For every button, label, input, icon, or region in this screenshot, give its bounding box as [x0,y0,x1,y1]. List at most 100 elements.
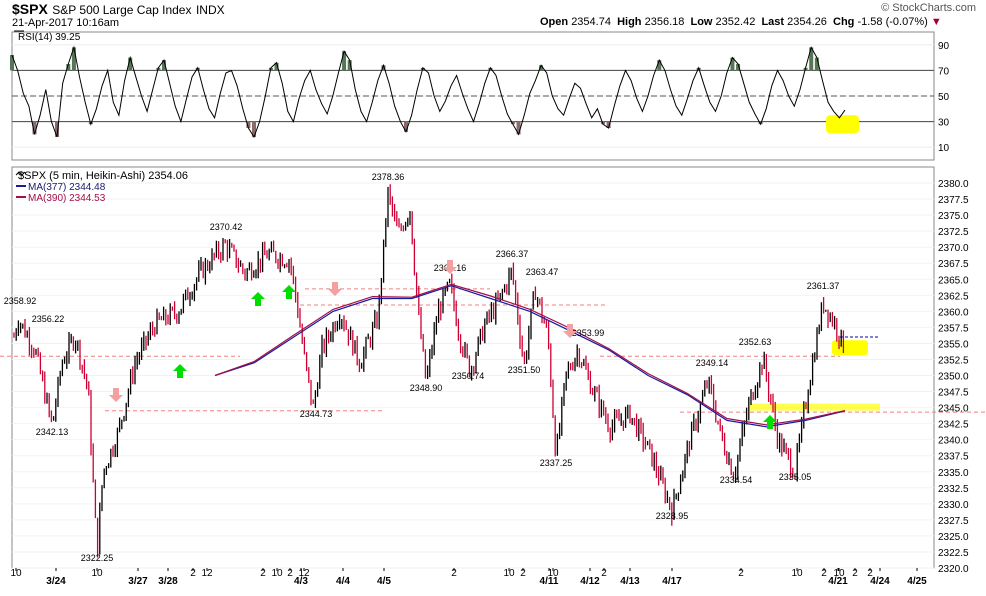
price-annotation: 2342.13 [36,427,69,437]
price-tick-label: 2332.5 [938,484,969,495]
x-hour-label: 12 [298,568,310,579]
price-annotation: 2361.37 [807,281,840,291]
price-tick-label: 2350.0 [938,372,969,383]
low-label: Low [690,16,713,28]
price-tick-label: 2377.5 [938,195,969,206]
price-tick-label: 2320.0 [938,564,969,575]
price-annotation: 2349.14 [696,358,729,368]
price-annotation: 2322.25 [81,553,114,563]
x-date-label: 3/27 [128,576,148,587]
price-annotation: 2344.73 [300,409,333,419]
stockcharts-logo: © StockCharts.com [881,2,976,14]
price-tick-label: 2322.5 [938,548,969,559]
open-value: 2354.74 [571,16,611,28]
price-tick-label: 2342.5 [938,420,969,431]
rsi-tick-label: 10 [938,143,950,154]
x-hour-label: 2 [451,568,457,579]
high-value: 2356.18 [644,16,685,28]
price-annotation: 2370.42 [210,222,243,232]
rsi-tick-label: 90 [938,41,950,52]
ma390-line [214,283,846,426]
price-annotation: 2353.99 [572,328,605,338]
up-arrow-icon [173,364,187,378]
ma390-legend: MA(390) 2344.53 [28,193,106,204]
price-panel [11,166,935,569]
symbol: $SPX [12,1,48,17]
price-annotation: 2366.37 [496,249,529,259]
x-date-label: 4/3 [294,576,308,587]
price-tick-label: 2375.0 [938,211,969,222]
x-hour-label: 2 [520,568,526,579]
up-arrow-icon [282,285,296,299]
x-hour-label: 2 [867,568,873,579]
price-tick-label: 2345.0 [938,404,969,415]
x-hour-label: 2 [601,568,607,579]
down-arrow-icon [328,282,342,296]
price-tick-label: 2355.0 [938,339,969,350]
x-hour-label: 2 [852,568,858,579]
x-date-label: 4/13 [620,576,640,587]
price-tick-label: 2340.0 [938,436,969,447]
price-tick-label: 2365.0 [938,275,969,286]
price-tick-label: 2330.0 [938,500,969,511]
rsi-tick-label: 50 [938,92,950,103]
last-label: Last [761,16,785,28]
x-hour-label: 12 [201,568,213,579]
x-hour-label: 10 [503,568,515,579]
x-hour-label: 10 [547,568,559,579]
x-date-label: 4/11 [540,576,559,587]
down-triangle-icon: ▼ [930,16,942,28]
price-annotation: 2348.90 [410,383,443,393]
price-highlight [832,340,868,356]
price-annotation: 2350.74 [452,371,485,381]
x-date-label: 3/28 [158,576,178,587]
price-annotation: 2337.25 [540,458,573,468]
x-hour-label: 2 [738,568,744,579]
x-date-label: 3/24 [46,576,66,587]
price-tick-label: 2325.0 [938,532,969,543]
rsi-tick-label: 70 [938,66,950,77]
down-arrow-icon [109,388,123,402]
price-tick-label: 2367.5 [938,259,969,270]
price-annotation: 2358.92 [4,296,37,306]
last-value: 2354.26 [787,16,827,28]
x-date-label: 4/24 [870,576,890,587]
price-annotation: 2356.22 [32,314,65,324]
price-annotation: 2334.54 [720,475,753,485]
chart-header: $SPX S&P 500 Large Cap Index INDX [12,1,225,19]
price-tick-label: 2327.5 [938,516,969,527]
index-name: S&P 500 Large Cap Index [52,3,192,17]
x-hour-label: 2 [260,568,266,579]
exchange: INDX [195,3,225,17]
up-arrow-icon [763,415,777,429]
rsi-highlight [826,115,859,134]
support-highlight [750,403,880,411]
chg-label: Chg [833,16,855,28]
price-tick-label: 2360.0 [938,307,969,318]
x-hour-label: 10 [10,568,22,579]
x-hour-label: 2 [190,568,196,579]
datetime: 21-Apr-2017 10:16am [12,17,120,29]
price-tick-label: 2335.0 [938,468,969,479]
price-annotation: 2351.50 [508,365,541,375]
x-hour-label: 10 [833,568,845,579]
x-hour-label: 10 [91,568,103,579]
price-annotation: 2363.47 [526,267,559,277]
x-date-label: 4/17 [662,576,682,587]
candles-group [13,184,845,558]
price-annotation: 2328.95 [656,511,689,521]
x-hour-label: 10 [791,568,803,579]
x-date-label: 4/21 [828,576,848,587]
x-hour-label: 10 [271,568,283,579]
price-annotation: 2378.36 [372,172,405,182]
price-legend: $SPX (5 min, Heikin-Ashi) 2354.06 [18,170,188,182]
down-arrow-icon [563,324,577,338]
price-tick-label: 2357.5 [938,323,969,334]
x-date-label: 4/25 [907,576,927,587]
price-annotation: 2335.05 [779,472,812,482]
price-tick-label: 2362.5 [938,291,969,302]
rsi-line [11,45,846,139]
x-date-label: 4/4 [336,576,350,587]
price-tick-label: 2337.5 [938,452,969,463]
